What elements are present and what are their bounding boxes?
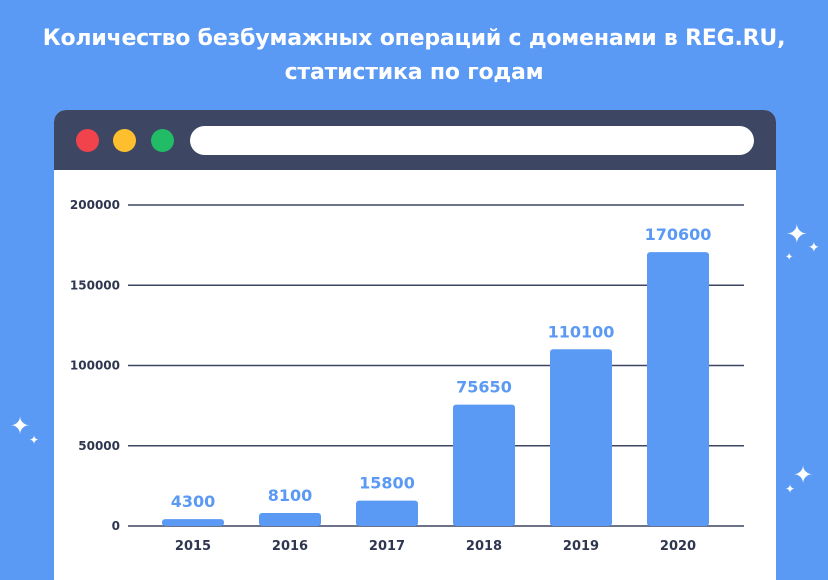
- bar-2018: [453, 404, 515, 526]
- sparkle-icon: ✦: [786, 220, 808, 250]
- bar-chart: 0 50000 100000 150000 200000 4300 2015 8100 2016…: [70, 198, 744, 554]
- y-tick-label: 0: [112, 519, 120, 533]
- bar-2016: [259, 512, 321, 526]
- data-label: 75650: [456, 378, 512, 397]
- x-tick-label: 2018: [466, 539, 502, 554]
- bar-2019: [550, 349, 612, 526]
- maximize-dot-icon[interactable]: [151, 129, 174, 152]
- title-line-2: статистика по годам: [284, 60, 544, 85]
- sparkle-icon: ✦: [29, 433, 40, 447]
- page-title: Количество безбумажных операций с домена…: [0, 22, 828, 90]
- bar-2015: [162, 519, 224, 526]
- browser-window: 0 50000 100000 150000 200000 4300 2015 8100 2016…: [54, 110, 776, 580]
- minimize-dot-icon[interactable]: [113, 129, 136, 152]
- sparkle-icon: ✦: [10, 412, 31, 440]
- sparkle-icon: ✦: [808, 240, 820, 256]
- y-tick-label: 150000: [70, 278, 120, 292]
- sparkle-icon: ✦: [793, 461, 814, 489]
- sparkle-icon: ✦: [785, 482, 796, 496]
- y-tick-label: 100000: [70, 359, 120, 373]
- address-bar[interactable]: [190, 126, 754, 155]
- x-tick-label: 2015: [175, 539, 211, 554]
- x-tick-label: 2017: [369, 539, 405, 554]
- data-label: 4300: [171, 492, 216, 511]
- x-tick-label: 2019: [563, 539, 599, 554]
- x-tick-label: 2020: [660, 539, 696, 554]
- data-label: 8100: [268, 486, 313, 505]
- data-label: 110100: [548, 322, 615, 341]
- sparkle-icon: ✦: [785, 252, 794, 263]
- title-line-1: Количество безбумажных операций с домена…: [42, 26, 786, 51]
- data-label: 15800: [359, 474, 415, 493]
- bar-2020: [647, 252, 709, 526]
- close-dot-icon[interactable]: [76, 129, 99, 152]
- browser-titlebar: [54, 110, 776, 170]
- y-tick-label: 200000: [70, 198, 120, 212]
- x-tick-label: 2016: [272, 539, 308, 554]
- y-tick-label: 50000: [78, 439, 120, 453]
- bar-2017: [356, 500, 418, 526]
- data-label: 170600: [645, 225, 712, 244]
